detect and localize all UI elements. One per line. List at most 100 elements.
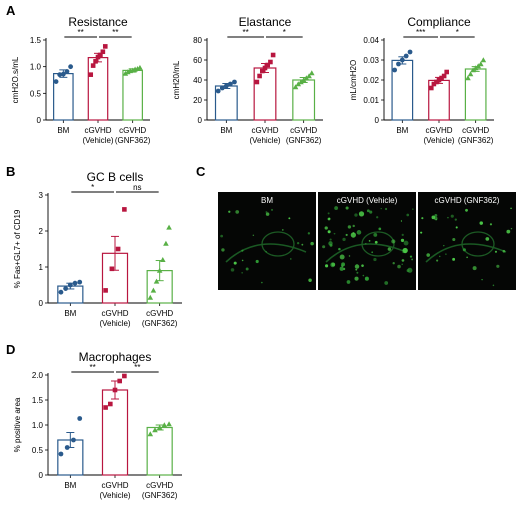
y-tick-label: 0.02 <box>363 76 379 85</box>
category-label: cGVHD <box>462 126 489 135</box>
data-point <box>303 75 310 81</box>
micrograph-label: cGVHD (Vehicle) <box>337 196 398 205</box>
fluorescent-cell <box>401 259 405 262</box>
data-point <box>399 57 405 63</box>
data-point <box>300 77 307 83</box>
fluorescent-cell <box>434 213 438 217</box>
chart-title: Macrophages <box>79 350 152 364</box>
fluorescent-cell <box>447 216 449 219</box>
significance-label: ** <box>90 363 96 372</box>
fluorescent-cell <box>411 258 414 261</box>
fluorescent-cell <box>426 253 431 257</box>
y-tick-label: 20 <box>193 96 202 105</box>
fluorescent-cell <box>472 266 477 271</box>
data-point <box>109 266 115 272</box>
fluorescent-cell <box>230 268 235 272</box>
y-tick-label: 1 <box>39 263 44 272</box>
fluorescent-cell <box>339 254 345 260</box>
data-point <box>434 79 439 85</box>
micrograph-image <box>418 192 516 290</box>
fluorescent-cell <box>328 241 333 246</box>
fluorescent-cell <box>290 258 292 260</box>
fluorescent-cell <box>397 264 401 269</box>
airway-outline <box>261 231 295 257</box>
fluorescent-cell <box>406 213 410 217</box>
fluorescent-cell <box>347 225 352 229</box>
data-point <box>122 207 127 212</box>
fluorescent-cell <box>255 259 259 264</box>
fluorescent-cell <box>235 210 240 214</box>
fluorescent-cell <box>384 207 388 211</box>
data-point <box>53 79 59 84</box>
fluorescent-cell <box>361 264 364 267</box>
fluorescent-cell <box>489 223 493 226</box>
data-point <box>396 61 401 67</box>
data-point <box>156 424 163 430</box>
fluorescent-cell <box>221 248 225 252</box>
micrograph-panel: BM cGVHD (Vehicle) cGVHD (GNF362) <box>218 192 516 290</box>
fluorescent-cell <box>331 262 336 267</box>
data-point <box>152 427 158 433</box>
compliance-chart: Compliance mL/cmH2O 0 0.01 0.02 0.03 0.04 BM cGV… <box>349 15 494 145</box>
data-point <box>108 401 113 407</box>
data-point <box>71 437 76 443</box>
fluorescent-cell <box>324 226 328 230</box>
fluorescent-cell <box>329 217 331 220</box>
significance-label: ** <box>112 28 118 37</box>
data-point <box>58 451 64 457</box>
category-label: BM <box>64 309 76 318</box>
fluorescent-cell <box>366 209 370 213</box>
category-label: cGVHD <box>101 481 128 490</box>
fluorescent-cell <box>466 256 468 259</box>
category-label: (Vehicle) <box>423 136 454 145</box>
fluorescent-cell <box>334 206 339 210</box>
fluorescent-cell <box>438 255 441 258</box>
fluorescent-cell <box>261 281 263 284</box>
fluorescent-cell <box>356 230 362 235</box>
fluorescent-cell <box>296 241 300 245</box>
data-point <box>439 75 444 81</box>
data-point <box>150 287 157 293</box>
fluorescent-cell <box>376 216 379 219</box>
data-point <box>72 280 78 286</box>
fluorescent-cell <box>510 207 512 210</box>
y-tick-label: 0.03 <box>363 56 379 65</box>
fluorescent-cell <box>443 244 445 247</box>
y-axis-label: mL/cmH2O <box>349 60 358 100</box>
fluorescent-cell <box>342 237 346 242</box>
category-label: cGVHD <box>290 126 317 135</box>
fluorescent-cell <box>364 276 369 281</box>
category-label: (Vehicle) <box>249 136 280 145</box>
data-point <box>88 72 94 77</box>
data-point <box>64 445 70 450</box>
fluorescent-cell <box>378 227 382 231</box>
fluorescent-cell <box>329 238 332 241</box>
fluorescent-cell <box>252 234 255 237</box>
fluorescent-cell <box>392 262 395 265</box>
data-point <box>93 59 98 64</box>
fluorescent-cell <box>270 208 274 211</box>
category-label: (GNF362) <box>286 136 322 145</box>
data-point <box>67 282 73 288</box>
data-point <box>465 75 471 81</box>
fluorescent-cell <box>358 211 365 217</box>
fluorescent-cell <box>403 240 409 246</box>
data-point <box>115 246 121 252</box>
fluorescent-cell <box>462 248 466 252</box>
fluorescent-cell <box>450 214 454 218</box>
fluorescent-cell <box>322 245 326 249</box>
data-point <box>161 422 168 428</box>
fluorescent-cell <box>436 259 439 262</box>
category-label: (GNF362) <box>115 136 151 145</box>
fluorescent-cell <box>412 208 414 210</box>
panel-label-a: A <box>6 3 16 18</box>
fluorescent-cell <box>401 233 404 236</box>
fluorescent-cell <box>481 278 483 281</box>
data-point <box>163 240 169 246</box>
y-tick-label: 0 <box>39 471 44 480</box>
fluorescent-cell <box>371 251 374 254</box>
fluorescent-cell <box>452 257 456 261</box>
bar <box>101 389 129 476</box>
category-label: BM <box>220 126 232 135</box>
significance-label: *** <box>416 28 425 37</box>
